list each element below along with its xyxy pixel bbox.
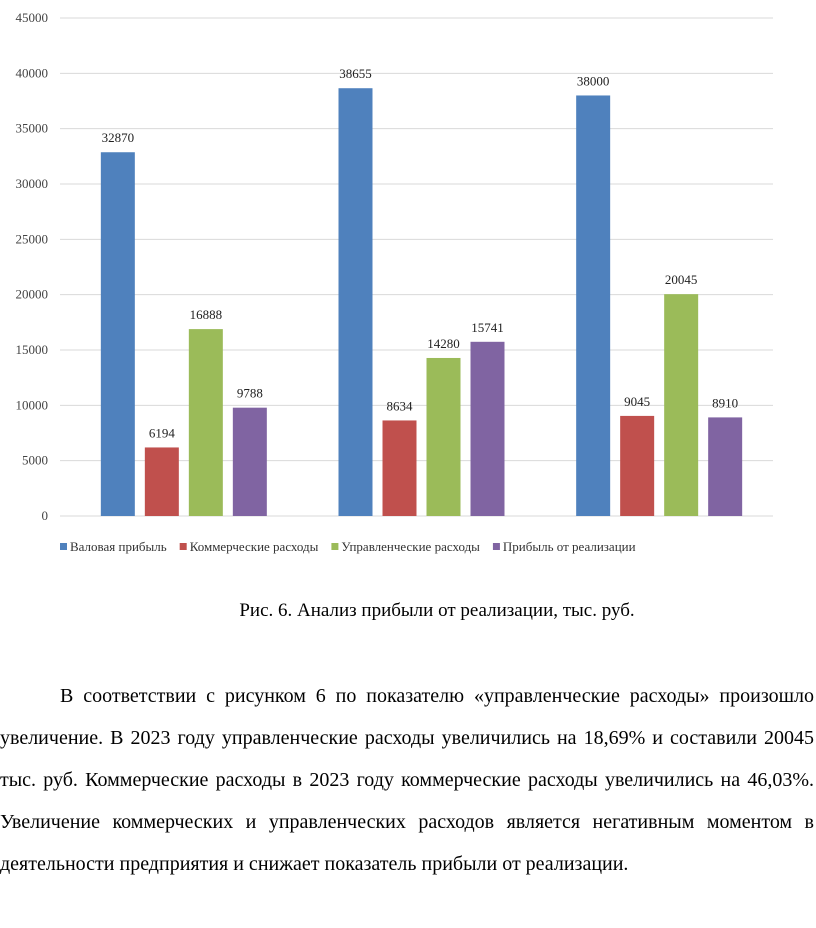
bar [470,341,505,516]
bar [708,417,743,516]
data-label: 38000 [577,73,610,88]
y-tick-label: 0 [42,508,49,523]
data-label: 14280 [427,336,460,351]
y-tick-label: 25000 [16,231,49,246]
bar [144,447,179,516]
y-tick-label: 20000 [16,287,49,302]
bar [620,415,655,516]
bar [664,294,699,516]
bar [576,95,611,516]
body-paragraph: В соответствии с рисунком 6 по показател… [0,685,814,875]
data-label: 8634 [387,398,414,413]
y-tick-label: 40000 [16,65,49,80]
data-label: 9788 [237,386,263,401]
legend-label: Управленческие расходы [341,539,480,554]
legend-label: Валовая прибыль [70,539,167,554]
data-label: 38655 [339,66,372,81]
figure-caption: Рис. 6. Анализ прибыли от реализации, ты… [239,600,635,621]
data-label: 20045 [665,272,698,287]
bar [188,329,223,516]
legend-label: Коммерческие расходы [190,539,319,554]
bar [232,407,267,516]
legend-swatch [492,543,500,550]
bar [382,420,417,516]
y-tick-label: 35000 [16,121,49,136]
data-label: 32870 [102,130,135,145]
y-tick-label: 30000 [16,176,49,191]
y-tick-label: 5000 [22,453,48,468]
bar [338,88,373,516]
legend-swatch [60,543,67,550]
legend-label: Прибыль от реализации [503,539,636,554]
data-label: 16888 [190,307,223,322]
y-tick-label: 10000 [16,397,49,412]
legend-swatch [179,543,187,550]
y-tick-label: 45000 [16,10,49,25]
legend-swatch [331,543,339,550]
bar [100,152,135,517]
y-tick-label: 15000 [16,342,49,357]
data-label: 6194 [149,425,176,440]
bar [426,357,461,516]
data-label: 15741 [471,320,504,335]
data-label: 9045 [624,394,650,409]
bar-chart: 0 5000 10000 15000 20000 25000 30000 35000 40000… [16,10,773,554]
data-label: 8910 [712,395,738,410]
